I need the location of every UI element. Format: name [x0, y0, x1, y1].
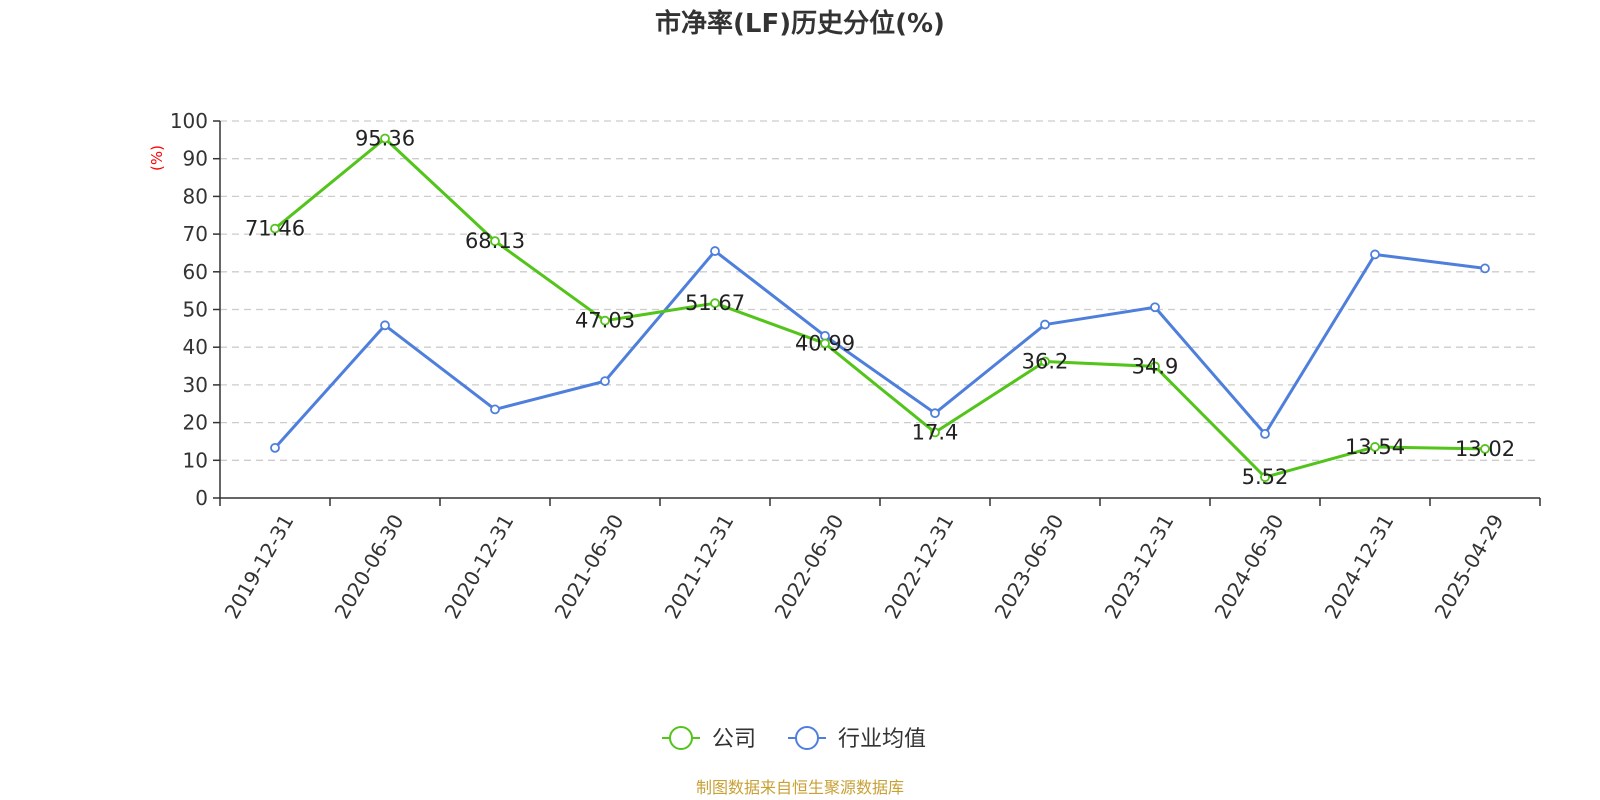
data-point[interactable]	[930, 427, 940, 438]
x-tick-label: 2020-12-31	[440, 510, 519, 623]
x-tick-label: 2020-06-30	[330, 510, 409, 623]
y-tick-label: 20	[183, 411, 208, 435]
legend-marker-icon	[669, 726, 693, 750]
data-label: 95.36	[355, 126, 415, 150]
data-point[interactable]	[930, 408, 940, 419]
legend-marker-icon	[795, 726, 819, 750]
data-point[interactable]	[600, 376, 610, 387]
data-label: 68.13	[465, 229, 525, 253]
data-point[interactable]	[380, 320, 390, 331]
data-label: 13.54	[1345, 435, 1405, 459]
data-point[interactable]	[1040, 319, 1050, 330]
data-point[interactable]	[820, 338, 830, 349]
data-label: 40.99	[795, 331, 855, 355]
data-point[interactable]	[1150, 302, 1160, 313]
grid-lines	[220, 120, 1540, 461]
data-point[interactable]	[600, 315, 610, 326]
data-labels: 71.46 95.36 68.13 47.03 51.67 40.99 17.4 36.2 34…	[245, 126, 1515, 489]
data-point[interactable]	[710, 246, 720, 256]
y-tick-label: 60	[183, 260, 208, 284]
x-tick-label: 2025-04-29	[1430, 510, 1509, 623]
data-label: 47.03	[575, 309, 635, 333]
x-tick-label: 2022-06-30	[770, 510, 849, 623]
data-point[interactable]	[1480, 263, 1490, 274]
data-point[interactable]	[1370, 442, 1380, 452]
x-tick-label: 2023-06-30	[990, 510, 1069, 623]
chart-title: 市净率(LF)历史分位(%)	[655, 8, 945, 39]
data-point[interactable]	[1480, 444, 1490, 454]
data-point[interactable]	[270, 223, 280, 234]
data-point[interactable]	[1260, 429, 1270, 439]
data-label: 34.9	[1132, 354, 1179, 378]
y-axis-label: (%)	[148, 145, 166, 171]
data-label: 13.02	[1455, 437, 1515, 461]
x-tick-label: 2024-06-30	[1210, 510, 1289, 623]
legend: 公司 行业均值	[662, 726, 926, 752]
data-label: 71.46	[245, 217, 305, 241]
series-layer	[270, 133, 1490, 483]
x-tick-label: 2022-12-31	[880, 510, 959, 623]
series-line-1	[273, 249, 1487, 450]
data-label: 36.2	[1022, 350, 1069, 374]
data-label: 5.52	[1242, 465, 1289, 489]
y-tick-label: 50	[183, 298, 208, 322]
series-line-0	[273, 136, 1487, 479]
data-label: 17.4	[912, 420, 959, 444]
y-tick-label: 10	[183, 448, 208, 472]
x-tick-label: 2021-12-31	[660, 510, 739, 623]
legend-item-0[interactable]: 公司	[662, 726, 756, 752]
data-label: 51.67	[685, 291, 745, 315]
y-tick-label: 0	[195, 486, 208, 510]
data-point[interactable]	[1150, 361, 1160, 372]
x-tick-label: 2021-06-30	[550, 510, 629, 623]
x-tick-label: 2019-12-31	[220, 510, 299, 623]
y-tick-label: 30	[183, 373, 208, 397]
data-point[interactable]	[490, 236, 500, 247]
y-tick-label: 80	[183, 184, 208, 208]
source-note: 制图数据来自恒生聚源数据库	[696, 778, 904, 797]
y-tick-label: 90	[183, 147, 208, 171]
x-tick-label: 2023-12-31	[1100, 510, 1179, 623]
data-point[interactable]	[1370, 249, 1380, 260]
y-tick-label: 100	[170, 109, 208, 133]
legend-item-1[interactable]: 行业均值	[788, 726, 926, 752]
legend-label: 行业均值	[838, 727, 926, 752]
x-tick-label: 2024-12-31	[1320, 510, 1399, 623]
data-point[interactable]	[490, 404, 500, 415]
data-point[interactable]	[270, 442, 280, 453]
y-tick-label: 70	[183, 222, 208, 246]
legend-label: 公司	[712, 727, 756, 752]
data-point[interactable]	[1260, 472, 1270, 483]
data-point[interactable]	[710, 298, 720, 309]
y-tick-label: 40	[183, 335, 208, 359]
data-point[interactable]	[380, 133, 390, 144]
data-point[interactable]	[1040, 356, 1050, 367]
